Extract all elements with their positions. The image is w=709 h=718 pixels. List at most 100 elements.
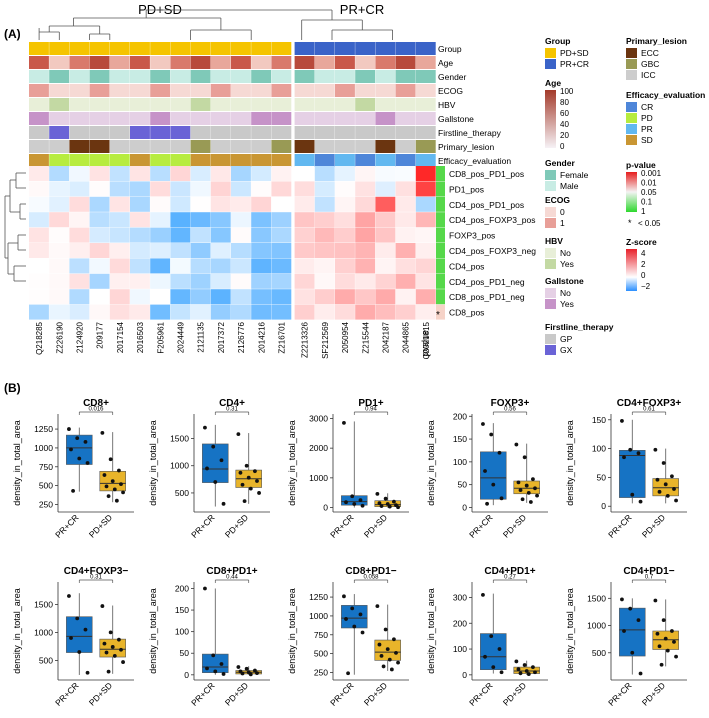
annotation-cell: [170, 84, 191, 97]
annotation-cell: [395, 84, 416, 97]
annotation-cell: [69, 98, 90, 111]
y-tick-label: 0: [462, 670, 467, 680]
annotation-cell: [109, 98, 130, 111]
column-dendrogram: [38, 9, 394, 40]
pvalue-cell: [436, 243, 445, 258]
x-tick-label: PD+SD: [223, 512, 250, 539]
data-point: [203, 425, 207, 430]
y-axis-label: density_in_total_area: [148, 420, 158, 506]
sample-label: 2024449: [177, 321, 186, 353]
boxplot-cd8-pd1-: CD8+PD1+ density_in_total_area 0 50 100 150 20…: [148, 566, 270, 708]
annotation-cell: [49, 126, 70, 139]
data-point: [516, 480, 521, 485]
y-tick-label: 500: [175, 488, 189, 498]
annotation-cell: [170, 70, 191, 83]
data-point: [533, 670, 537, 675]
heatmap-cell: [271, 289, 292, 305]
annotation-cell: [271, 42, 292, 55]
heatmap-cell: [335, 196, 355, 212]
heatmap-cell: [314, 212, 335, 228]
annotation-label: HBV: [438, 100, 456, 110]
x-tick-label: PR+CR: [606, 512, 634, 540]
heatmap-cell: [170, 243, 191, 258]
data-point: [379, 504, 384, 508]
heatmap-cell: [89, 181, 110, 197]
annotation-label: Gender: [438, 72, 467, 82]
x-tick-label: PR+CR: [53, 680, 81, 708]
heatmap-cell: [395, 304, 416, 320]
annotation-cell: [210, 140, 231, 153]
heatmap-cell: [130, 166, 150, 181]
boxplot-cd8-: CD8+ density_in_total_area 250 500 750 1000 12…: [12, 398, 134, 540]
heatmap-cell: [150, 181, 171, 197]
heatmap-row-label: CD4_pos: [449, 261, 484, 271]
annotation-cell: [294, 56, 315, 69]
data-point: [663, 636, 668, 641]
data-point: [481, 422, 485, 426]
sample-label: 2126776: [237, 321, 246, 353]
data-point: [236, 432, 241, 437]
data-point: [219, 662, 224, 666]
heatmap-cell: [314, 196, 335, 212]
data-point: [385, 647, 390, 651]
heatmap-cell: [190, 273, 211, 289]
annotation-cell: [190, 140, 211, 153]
legend-swatch: [545, 345, 556, 355]
heatmap-cell: [231, 212, 251, 228]
data-point: [491, 665, 496, 670]
sample-label: 2042187: [382, 321, 391, 353]
annotation-label: Gallstone: [438, 114, 474, 124]
heatmap-cell: [89, 166, 110, 181]
heatmap-cell: [231, 289, 251, 305]
panel-a-label: (A): [4, 27, 21, 41]
data-point: [628, 606, 633, 611]
heatmap-cell: [271, 227, 292, 243]
annotation-cell: [231, 98, 251, 111]
data-point: [657, 644, 662, 649]
data-point: [383, 627, 388, 632]
heatmap-cell: [29, 227, 49, 243]
legend-swatch: [626, 59, 637, 69]
heatmap-cell: [210, 181, 231, 197]
heatmap-cell: [170, 181, 191, 197]
heatmap-cell: [231, 304, 251, 320]
data-point: [497, 450, 502, 455]
data-point: [352, 624, 357, 629]
annotation-cell: [130, 126, 150, 139]
annotation-cell: [29, 70, 49, 83]
data-point: [636, 451, 641, 456]
legend-item-label: GP: [560, 334, 573, 344]
annotation-cell: [210, 70, 231, 83]
heatmap-cell: [69, 258, 90, 274]
sample-label: Z215544: [361, 321, 370, 353]
heatmap-cell: [69, 243, 90, 258]
heatmap-cell: [415, 181, 436, 197]
data-point: [77, 456, 82, 461]
heatmap-cell: [29, 196, 49, 212]
data-point: [499, 496, 504, 501]
heatmap-cell: [29, 304, 49, 320]
data-point: [655, 631, 660, 636]
annotation-cell: [89, 42, 110, 55]
legend-item-label: ICC: [641, 70, 656, 80]
heatmap-cell: [355, 212, 376, 228]
heatmap-cell: [130, 243, 150, 258]
annotation-cell: [69, 84, 90, 97]
annotation-cell: [271, 112, 292, 125]
annotation-cell: [335, 98, 355, 111]
data-point: [485, 501, 489, 506]
heatmap-cell: [395, 196, 416, 212]
heatmap-cell: [89, 212, 110, 228]
annotation-cell: [231, 140, 251, 153]
heatmap-cell: [294, 196, 315, 212]
heatmap-cell: [170, 196, 191, 212]
annotation-cell: [150, 126, 171, 139]
annotation-cell: [231, 112, 251, 125]
annotation-cell: [355, 98, 376, 111]
heatmap-cell: [49, 227, 70, 243]
data-point: [665, 493, 670, 498]
annotation-cell: [49, 112, 70, 125]
data-point: [67, 427, 71, 431]
heatmap-cell: [130, 273, 150, 289]
data-point: [360, 503, 365, 508]
